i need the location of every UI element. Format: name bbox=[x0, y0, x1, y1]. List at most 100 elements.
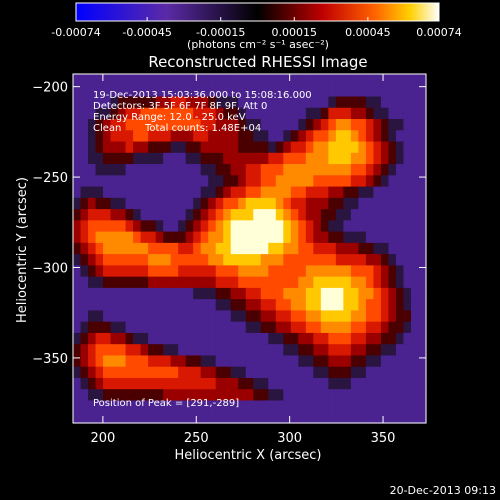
heatmap-cell bbox=[313, 332, 322, 345]
heatmap-cell bbox=[298, 186, 307, 199]
heatmap-cell bbox=[170, 344, 179, 357]
heatmap-cell bbox=[170, 220, 179, 233]
heatmap-cell bbox=[358, 276, 367, 289]
heatmap-cell bbox=[313, 355, 322, 368]
heatmap-cell bbox=[268, 141, 277, 154]
heatmap-cell bbox=[88, 254, 97, 266]
heatmap-cell bbox=[88, 366, 97, 379]
heatmap-cell bbox=[298, 321, 307, 334]
heatmap-cell bbox=[118, 74, 127, 86]
heatmap-cell bbox=[328, 377, 337, 390]
heatmap-cell bbox=[73, 265, 82, 278]
heatmap-cell bbox=[193, 366, 202, 379]
heatmap-cell bbox=[253, 186, 262, 199]
heatmap-cell bbox=[125, 377, 134, 390]
heatmap-cell bbox=[373, 276, 382, 289]
heatmap-cell bbox=[163, 287, 172, 300]
heatmap-cell bbox=[365, 310, 375, 323]
heatmap-cell bbox=[343, 400, 352, 413]
heatmap-cell bbox=[403, 175, 412, 188]
heatmap-cell bbox=[140, 209, 149, 221]
heatmap-cell bbox=[185, 355, 194, 368]
heatmap-cell bbox=[283, 366, 292, 379]
heatmap-cell bbox=[95, 287, 104, 300]
heatmap-cell bbox=[283, 310, 292, 323]
heatmap-cell bbox=[110, 164, 119, 176]
heatmap-cell bbox=[80, 411, 89, 424]
heatmap-cell bbox=[125, 107, 134, 120]
heatmap-cell bbox=[163, 209, 172, 221]
heatmap-cell bbox=[163, 299, 172, 312]
heatmap-cell bbox=[350, 276, 359, 289]
heatmap-cell bbox=[328, 321, 337, 334]
heatmap-cell bbox=[335, 186, 344, 199]
heatmap-cell bbox=[200, 231, 209, 244]
heatmap-cell bbox=[110, 107, 119, 120]
heatmap-cell bbox=[343, 276, 352, 289]
heatmap-cell bbox=[275, 152, 284, 165]
heatmap-cell bbox=[140, 366, 149, 379]
heatmap-cell bbox=[88, 141, 97, 154]
heatmap-cell bbox=[178, 130, 187, 143]
heatmap-cell bbox=[335, 321, 344, 334]
heatmap-cell bbox=[238, 85, 247, 98]
heatmap-cell bbox=[253, 389, 262, 402]
heatmap-cell bbox=[193, 389, 202, 402]
heatmap-cell bbox=[133, 366, 142, 379]
heatmap-cell bbox=[163, 119, 172, 131]
heatmap-cell bbox=[410, 242, 420, 255]
heatmap-cell bbox=[305, 276, 314, 289]
heatmap-cell bbox=[245, 411, 254, 424]
heatmap-cell bbox=[283, 164, 292, 176]
heatmap-cell bbox=[260, 254, 269, 266]
heatmap-cell bbox=[320, 119, 329, 131]
heatmap-cell bbox=[73, 321, 82, 334]
heatmap-cell bbox=[133, 152, 142, 165]
heatmap-cell bbox=[358, 186, 367, 199]
heatmap-cell bbox=[403, 310, 412, 323]
heatmap-cell bbox=[365, 152, 375, 165]
heatmap-cell bbox=[410, 321, 420, 334]
heatmap-cell bbox=[118, 321, 127, 334]
heatmap-cell bbox=[313, 119, 322, 131]
heatmap-cell bbox=[260, 186, 269, 199]
colorbar bbox=[75, 2, 440, 22]
heatmap-cell bbox=[163, 321, 172, 334]
heatmap-cell bbox=[283, 186, 292, 199]
heatmap-cell bbox=[380, 220, 390, 233]
heatmap-cell bbox=[283, 209, 292, 221]
heatmap-cell bbox=[395, 164, 405, 176]
heatmap-cell bbox=[395, 332, 405, 345]
heatmap-cell bbox=[193, 96, 202, 109]
heatmap-cell bbox=[103, 175, 112, 188]
heatmap-cell bbox=[260, 332, 269, 345]
heatmap-cell bbox=[350, 265, 359, 278]
heatmap-cell bbox=[373, 377, 382, 390]
heatmap-cell bbox=[283, 220, 292, 233]
heatmap-cell bbox=[245, 141, 254, 154]
heatmap-cell bbox=[223, 411, 232, 424]
heatmap-cell bbox=[215, 220, 224, 233]
heatmap-cell bbox=[320, 344, 329, 357]
heatmap-cell bbox=[350, 299, 359, 312]
heatmap-cell bbox=[110, 287, 119, 300]
heatmap-cell bbox=[410, 276, 420, 289]
heatmap-cell bbox=[238, 389, 247, 402]
heatmap-cell bbox=[343, 377, 352, 390]
heatmap-cell bbox=[260, 321, 269, 334]
heatmap-cell bbox=[275, 96, 284, 109]
heatmap-cell bbox=[395, 355, 405, 368]
heatmap-cell bbox=[155, 141, 164, 154]
heatmap-cell bbox=[313, 175, 322, 188]
heatmap-cell bbox=[403, 411, 412, 424]
heatmap-cell bbox=[170, 85, 179, 98]
heatmap-cell bbox=[230, 130, 239, 143]
heatmap-cell bbox=[313, 220, 322, 233]
heatmap-cell bbox=[268, 186, 277, 199]
heatmap-cell bbox=[373, 119, 382, 131]
heatmap-cell bbox=[193, 119, 202, 131]
heatmap-cell bbox=[328, 254, 337, 266]
heatmap-cell bbox=[253, 141, 262, 154]
heatmap-cell bbox=[358, 254, 367, 266]
heatmap-cell bbox=[358, 332, 367, 345]
